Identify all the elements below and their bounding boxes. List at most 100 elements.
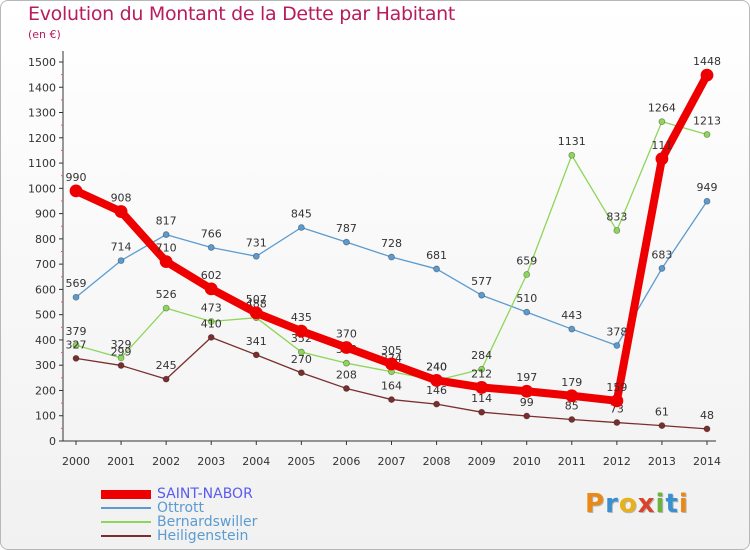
data-point [703, 197, 711, 205]
y-tick-label: 1500 [28, 56, 56, 69]
y-tick-label: 300 [35, 359, 56, 372]
data-point [658, 422, 666, 429]
y-tick-label: 1300 [28, 107, 56, 120]
data-point [343, 385, 350, 392]
data-point [658, 265, 666, 272]
data-point [613, 227, 621, 234]
data-point [433, 400, 440, 408]
data-point [565, 389, 579, 403]
data-point [294, 324, 308, 338]
data-point [114, 205, 128, 218]
data-label: 245 [156, 359, 177, 372]
y-tick-label: 100 [35, 410, 56, 423]
data-point [613, 419, 621, 426]
data-label: 284 [471, 349, 492, 362]
x-tick-label: 2008 [423, 455, 451, 468]
data-point [658, 118, 666, 126]
data-label: 731 [246, 236, 267, 249]
y-tick-label: 1100 [28, 157, 56, 170]
data-label: 510 [516, 292, 537, 305]
data-point [252, 351, 260, 359]
data-label: 370 [336, 328, 357, 341]
data-label: 240 [426, 360, 447, 373]
data-label: 114 [471, 392, 492, 405]
data-label: 569 [66, 277, 87, 290]
data-point [343, 238, 350, 246]
data-label: 766 [201, 227, 222, 240]
data-label: 305 [381, 344, 402, 357]
y-tick-label: 800 [35, 233, 56, 246]
legend-label: Heiligenstein [157, 528, 249, 544]
data-point [204, 282, 218, 296]
data-label: 681 [426, 249, 447, 262]
x-tick-label: 2011 [558, 455, 586, 468]
data-point [207, 318, 215, 325]
data-label: 990 [66, 171, 87, 184]
y-tick-label: 900 [35, 208, 56, 221]
data-point [249, 306, 263, 320]
legend-swatch [101, 489, 151, 499]
data-label: 159 [606, 381, 627, 394]
data-label: 787 [336, 222, 357, 235]
logo-letter: o [618, 489, 638, 519]
data-point [162, 231, 170, 238]
data-label: 1131 [558, 135, 586, 148]
data-label: 270 [291, 353, 312, 366]
chart-unit: (en €) [28, 28, 61, 41]
data-label: 1264 [648, 102, 676, 115]
data-point [520, 384, 534, 398]
data-label: 341 [246, 335, 267, 348]
x-tick-label: 2009 [468, 455, 496, 468]
x-tick-label: 2005 [287, 455, 315, 468]
data-label: 683 [651, 248, 672, 261]
data-label: 379 [66, 325, 87, 338]
data-label: 61 [655, 406, 669, 419]
y-tick-label: 1200 [28, 132, 56, 145]
data-label: 845 [291, 207, 312, 220]
data-label: 48 [700, 409, 714, 422]
x-tick-label: 2007 [378, 455, 406, 468]
data-point [655, 152, 669, 166]
data-point [523, 271, 531, 278]
data-point [162, 375, 170, 383]
data-point [72, 293, 80, 301]
data-point [297, 224, 305, 231]
data-label: 1448 [693, 55, 721, 68]
data-label: 473 [201, 301, 222, 314]
data-point [430, 373, 443, 387]
chart-title: Evolution du Montant de la Dette par Hab… [28, 3, 456, 25]
x-tick-label: 2000 [62, 455, 90, 468]
legend-item: Ottrott [101, 501, 204, 515]
data-label: 577 [471, 275, 492, 288]
data-point [117, 354, 125, 362]
legend-label: SAINT-NABOR [157, 486, 253, 502]
data-point [700, 68, 714, 82]
data-label: 908 [111, 192, 132, 205]
data-point [72, 354, 80, 362]
data-point [162, 304, 170, 312]
data-label: 164 [381, 380, 402, 393]
data-point [72, 341, 80, 349]
y-tick-label: 200 [35, 384, 56, 397]
data-point [610, 394, 624, 408]
x-tick-label: 2001 [107, 455, 135, 468]
data-point [207, 244, 215, 251]
data-point [388, 253, 395, 261]
data-point [388, 396, 395, 403]
data-point [523, 412, 531, 420]
logo-letter: x [637, 489, 656, 519]
logo-letter: t [665, 489, 679, 519]
data-label: 410 [201, 317, 222, 330]
data-point [478, 408, 486, 416]
x-tick-label: 2006 [332, 455, 360, 468]
data-point [613, 342, 621, 349]
data-point [159, 255, 173, 269]
data-point [703, 131, 711, 138]
data-point [69, 184, 83, 198]
data-point [207, 334, 215, 341]
proxiti-logo: Proxiti [585, 489, 689, 519]
legend-label: Bernardswiller [157, 514, 258, 530]
x-tick-label: 2012 [603, 455, 631, 468]
